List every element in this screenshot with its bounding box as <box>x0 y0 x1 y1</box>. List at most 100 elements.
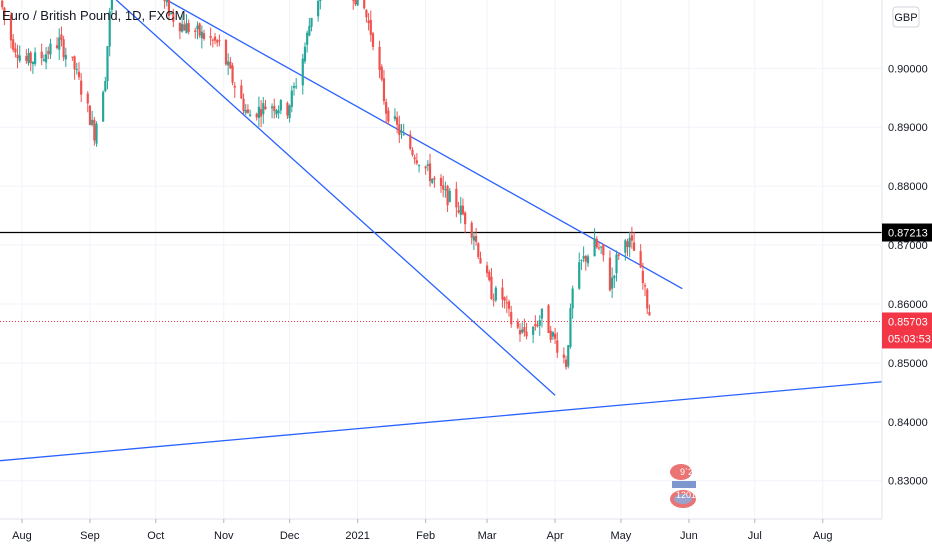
candle-body <box>365 10 368 18</box>
x-tick-label: Nov <box>214 530 234 542</box>
candle-body <box>34 52 37 64</box>
candle-body <box>461 205 465 215</box>
bar-countdown-label: 05:03:53 <box>888 333 931 345</box>
candle-body <box>356 0 359 6</box>
candle-body <box>549 330 552 340</box>
candle-body <box>630 235 633 241</box>
candle-body <box>273 105 276 112</box>
candle-body <box>71 56 74 58</box>
candle-body <box>608 257 612 291</box>
candle-body <box>385 101 388 114</box>
candle-body <box>363 0 366 9</box>
candle-body <box>586 256 590 264</box>
candle-body <box>369 19 372 35</box>
candle-body <box>172 13 175 22</box>
candle-body <box>567 345 570 367</box>
candle-body <box>371 33 375 47</box>
candle-body <box>64 54 67 60</box>
logo-emblem-inner <box>674 494 692 504</box>
candle-body <box>200 31 203 39</box>
candle-body <box>464 212 467 225</box>
candle-body <box>229 61 232 69</box>
candle-body <box>494 287 497 301</box>
candle-body <box>88 105 92 126</box>
candle-body <box>615 254 618 274</box>
logo-emblem-top <box>670 464 692 480</box>
candle-body <box>227 61 230 66</box>
candle-body <box>255 113 258 118</box>
candle-body <box>91 119 94 125</box>
candle-body <box>578 262 581 289</box>
candle-body <box>246 109 250 113</box>
candle-body <box>301 58 304 86</box>
candle-body <box>295 86 298 88</box>
candle-body <box>553 333 557 339</box>
candle-body <box>181 23 184 32</box>
y-tick-label: 0.83000 <box>888 476 928 488</box>
candle-body <box>628 237 631 248</box>
logo-band <box>672 481 696 488</box>
candle-body <box>382 78 386 102</box>
y-tick-label: 0.90000 <box>888 63 928 75</box>
candle-body <box>472 236 476 241</box>
candle-body <box>106 46 109 82</box>
candle-body <box>264 106 267 110</box>
y-tick-label: 0.86000 <box>888 299 928 311</box>
candle-body <box>485 265 489 274</box>
candle-body <box>593 238 596 257</box>
candle-body <box>196 25 199 30</box>
candle-body <box>584 255 587 262</box>
candle-body <box>317 0 320 17</box>
y-ticks: 0.90000 0.89000 0.88000 0.87000 0.86000 0.850… <box>888 63 928 487</box>
candle-body <box>475 236 478 242</box>
currency-badge[interactable] <box>892 6 920 28</box>
candle-body <box>580 259 583 261</box>
candle-body <box>213 36 217 41</box>
candle-body <box>624 240 627 253</box>
candle-body <box>62 39 65 58</box>
candle-body <box>479 257 482 264</box>
candle-body <box>639 251 642 268</box>
candle-body <box>194 30 197 32</box>
candle-body <box>428 163 432 182</box>
candle-body <box>262 103 265 115</box>
candle-body <box>536 325 539 327</box>
y-tick-label: 0.85000 <box>888 358 928 370</box>
candle-body <box>185 23 188 34</box>
candle-body <box>396 117 399 125</box>
candle-body <box>257 106 260 118</box>
candle-body <box>231 65 234 83</box>
candle-body <box>240 85 243 99</box>
candle-body <box>224 39 228 65</box>
candle-body <box>597 247 601 249</box>
candle-body <box>632 242 636 251</box>
candle-body <box>551 332 554 337</box>
x-tick-label: May <box>611 530 632 542</box>
candle-body <box>532 326 535 335</box>
candle-body <box>104 81 107 92</box>
candle-body <box>455 188 458 208</box>
candle-body <box>646 289 649 309</box>
x-tick-label: Dec <box>280 530 300 542</box>
price-labels: 0.87213 0.85703 05:03:53 <box>882 223 932 349</box>
candle-body <box>626 241 629 248</box>
candle-body <box>18 55 21 61</box>
x-tick-label: Mar <box>478 530 497 542</box>
time-axis-bg <box>0 519 932 550</box>
y-tick-label: 0.88000 <box>888 181 928 193</box>
candle-body <box>556 340 559 353</box>
candle-body <box>477 243 480 258</box>
candle-body <box>417 165 421 167</box>
candle-body <box>27 52 30 64</box>
candle-body <box>108 11 111 47</box>
candle-body <box>380 66 383 80</box>
candle-body <box>457 210 460 213</box>
candle-body <box>292 86 296 88</box>
candle-body <box>433 177 436 180</box>
candle-body <box>492 299 495 301</box>
candle-body <box>319 0 322 2</box>
candle-body <box>47 51 50 54</box>
candle-body <box>60 34 63 40</box>
